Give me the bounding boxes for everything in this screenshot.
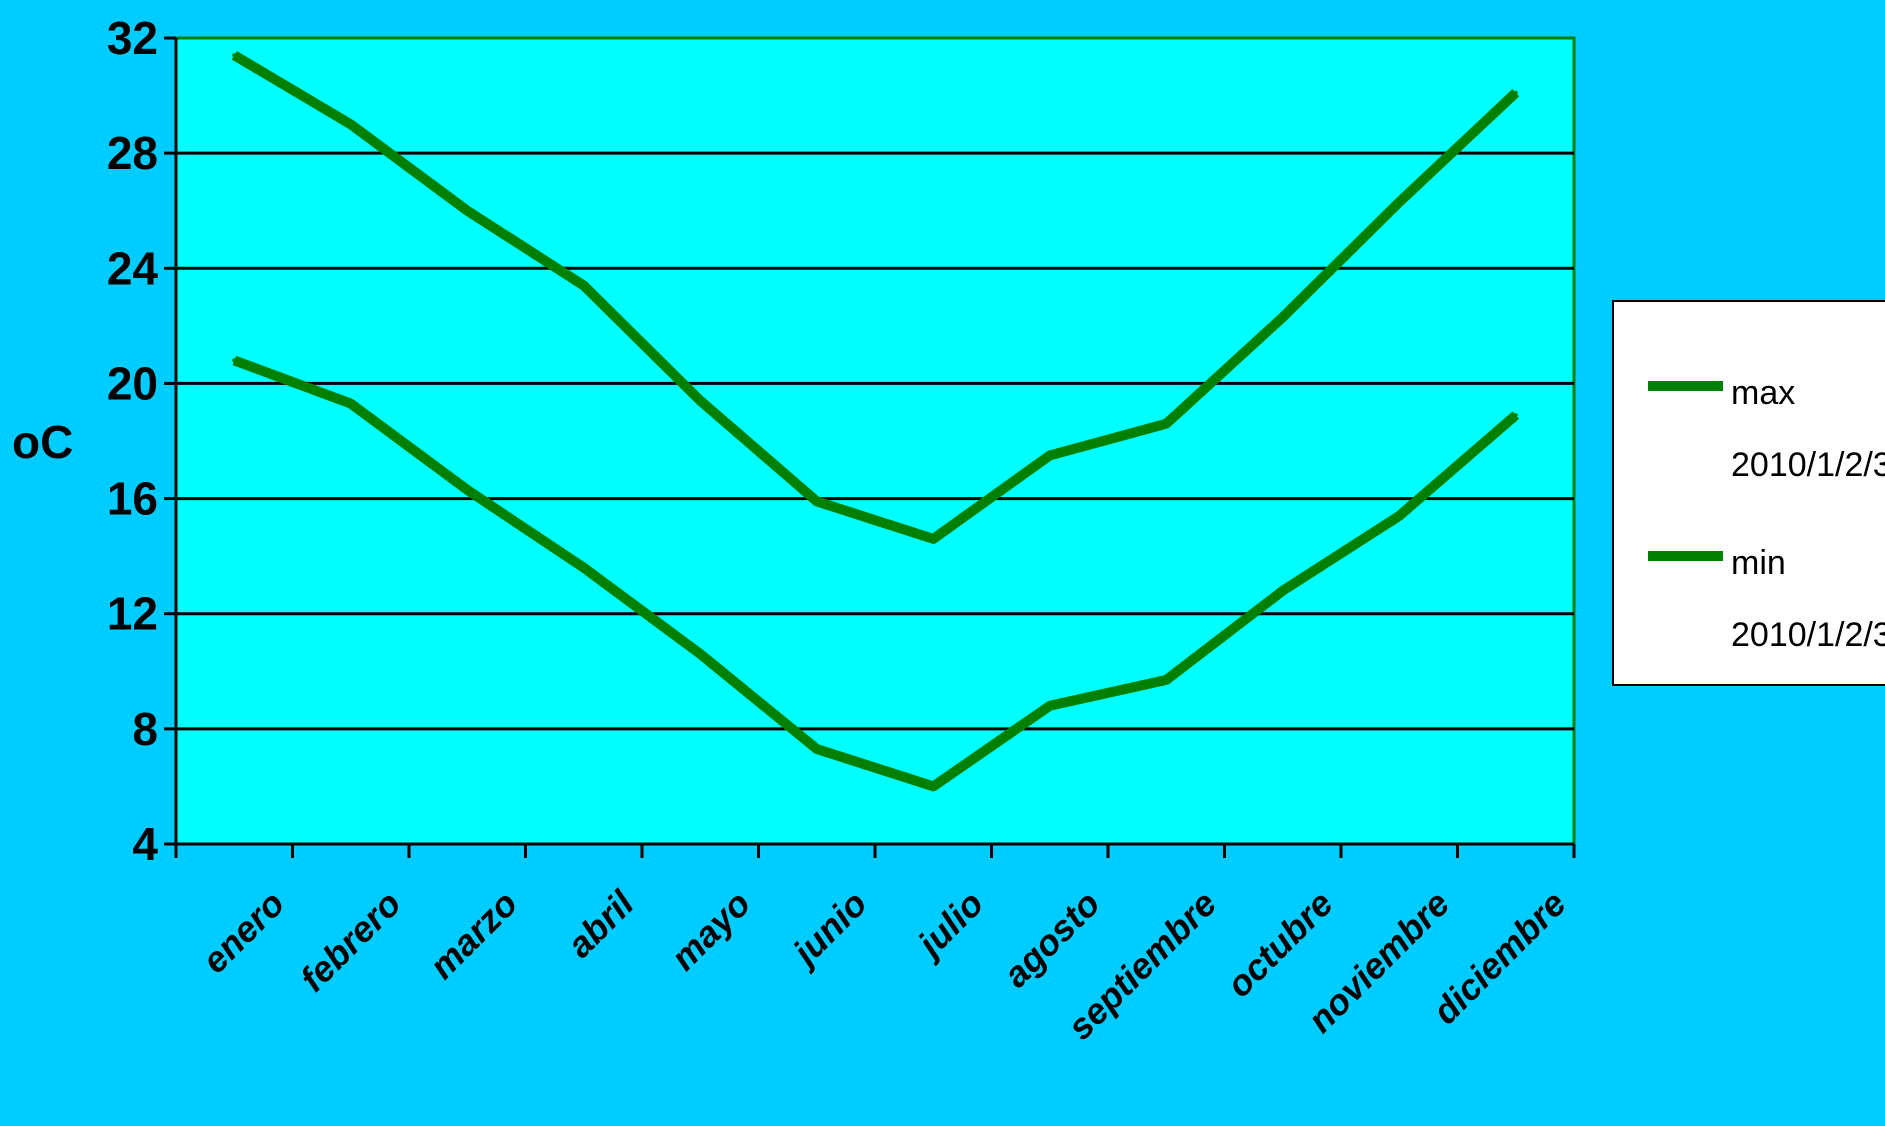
y-tick-label-32: 32	[107, 12, 158, 64]
x-tick-label-octubre: octubre	[1218, 883, 1340, 1005]
data-point-min-octubre	[1280, 588, 1285, 593]
x-tick-label-febrero: febrero	[292, 883, 409, 1000]
y-tick-label-4: 4	[132, 818, 158, 870]
y-axis-label: oC	[12, 416, 73, 468]
data-point-min-septiembre	[1164, 677, 1169, 682]
data-point-min-enero	[232, 358, 237, 363]
x-tick-label-enero: enero	[194, 883, 292, 981]
data-point-min-mayo	[698, 652, 703, 657]
y-tick-label-12: 12	[107, 588, 158, 640]
data-point-max-diciembre	[1513, 90, 1518, 95]
series-line-min	[232, 355, 1520, 792]
plot-area	[174, 36, 1576, 846]
legend-label-min: min	[1731, 544, 1786, 582]
legend-note-max: 2010/1/2/3	[1731, 446, 1885, 484]
x-tick-label-julio: julio	[907, 883, 991, 967]
y-tick-labels: 4 8 12 16 20 24 28 32	[107, 12, 159, 870]
legend-box	[1612, 300, 1885, 686]
data-point-min-julio	[931, 784, 936, 789]
data-point-max-septiembre	[1164, 421, 1169, 426]
data-point-max-enero	[232, 53, 237, 58]
data-point-min-marzo	[465, 487, 470, 492]
data-point-min-febrero	[348, 401, 353, 406]
y-tick-label-16: 16	[107, 473, 158, 525]
x-tick-label-mayo: mayo	[663, 883, 758, 978]
axes	[164, 36, 1576, 858]
legend-note-min: 2010/1/2/3	[1731, 616, 1885, 654]
data-point-max-junio	[814, 499, 819, 504]
data-point-min-noviembre	[1397, 513, 1402, 518]
gridlines	[176, 151, 1574, 731]
data-point-max-abril	[581, 283, 586, 288]
data-point-max-julio	[931, 536, 936, 541]
x-tick-label-marzo: marzo	[421, 883, 525, 987]
data-point-max-marzo	[465, 208, 470, 213]
y-tick-label-28: 28	[107, 127, 158, 179]
data-point-max-febrero	[348, 122, 353, 127]
data-point-max-agosto	[1047, 453, 1052, 458]
legend: max 2010/1/2/3 min 2010/1/2/3	[1612, 300, 1885, 686]
x-tick-label-abril: abril	[559, 882, 642, 965]
y-tick-label-24: 24	[107, 242, 159, 294]
legend-label-max: max	[1731, 374, 1795, 412]
x-tick-label-junio: junio	[782, 883, 875, 976]
data-point-min-diciembre	[1513, 413, 1518, 418]
data-point-min-junio	[814, 747, 819, 752]
y-tick-label-8: 8	[132, 703, 158, 755]
data-point-min-agosto	[1047, 703, 1052, 708]
data-point-max-noviembre	[1397, 200, 1402, 205]
x-tick-label-agosto: agosto	[995, 883, 1107, 995]
y-tick-label-20: 20	[107, 357, 158, 409]
x-tick-labels: enero febrero marzo abril mayo junio julio agos…	[194, 882, 1574, 1048]
series-lines	[231, 50, 1520, 792]
data-point-max-mayo	[698, 398, 703, 403]
data-point-max-octubre	[1280, 315, 1285, 320]
series-line-max	[231, 50, 1520, 544]
data-point-min-abril	[581, 565, 586, 570]
